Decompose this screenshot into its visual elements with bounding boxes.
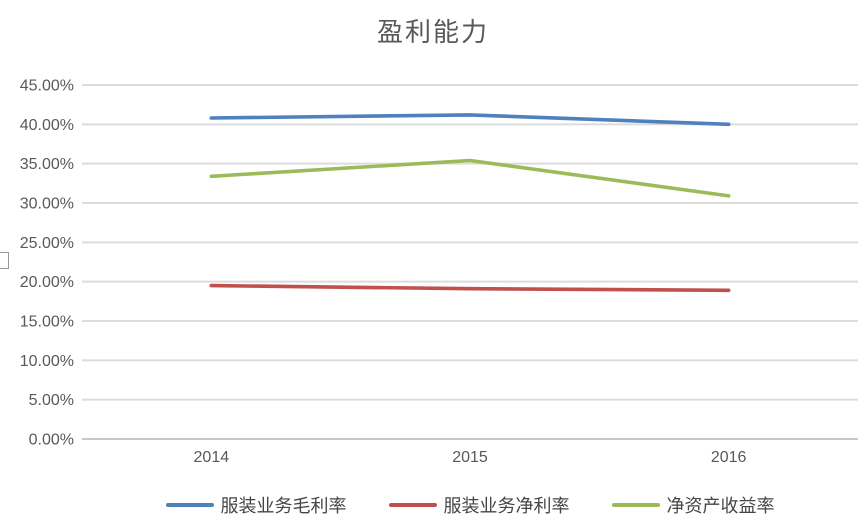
x-axis-label: 2015 xyxy=(452,449,488,466)
legend-line-swatch xyxy=(165,503,214,507)
x-axis-label: 2014 xyxy=(194,449,230,466)
y-axis-tick-label: 35.00% xyxy=(20,156,74,173)
y-axis-tick-label: 15.00% xyxy=(20,314,74,331)
series-line-0 xyxy=(209,113,731,127)
y-axis-tick-label: 10.00% xyxy=(20,353,74,370)
y-axis-tick-label: 20.00% xyxy=(20,274,74,291)
y-axis-tick-label: 40.00% xyxy=(20,117,74,134)
legend-item-2: 净资产收益率 xyxy=(611,492,775,518)
legend-item-0: 服装业务毛利率 xyxy=(165,492,347,518)
legend-line-swatch xyxy=(388,503,437,507)
chart-title: 盈利能力 xyxy=(376,17,489,47)
legend-label: 净资产收益率 xyxy=(666,496,775,516)
legend: 服装业务毛利率 服装业务净利率 净资产收益率 xyxy=(82,492,858,518)
y-axis-title-missing-glyph-box xyxy=(0,252,9,269)
y-axis-tick-label: 0.00% xyxy=(29,432,74,449)
series-line-2 xyxy=(209,158,731,198)
series-line-1 xyxy=(209,283,731,293)
legend-line-swatch xyxy=(611,503,660,507)
legend-label: 服装业务毛利率 xyxy=(220,496,347,516)
y-axis-tick-label: 30.00% xyxy=(20,196,74,213)
legend-label: 服装业务净利率 xyxy=(443,496,570,516)
x-axis-label: 2016 xyxy=(711,449,747,466)
legend-item-1: 服装业务净利率 xyxy=(388,492,570,518)
y-axis-tick-label: 5.00% xyxy=(29,392,74,409)
y-axis-tick-label: 45.00% xyxy=(20,78,74,95)
y-axis-tick-label: 25.00% xyxy=(20,235,74,252)
